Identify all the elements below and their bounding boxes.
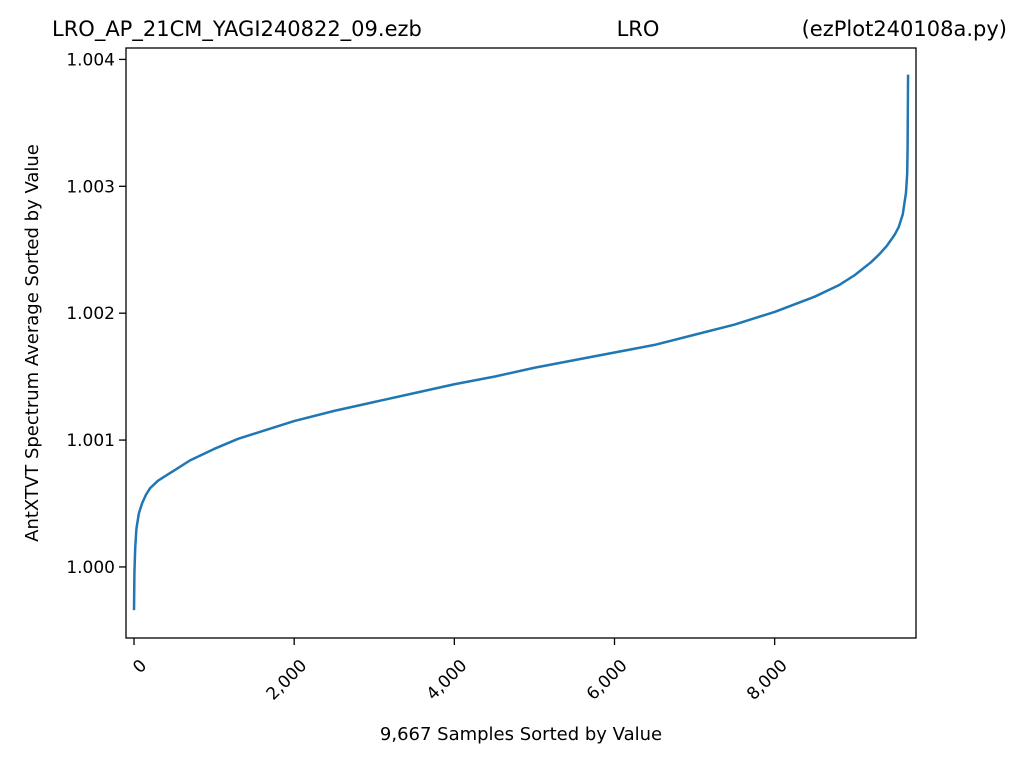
x-tick-label: 2,000	[263, 656, 312, 705]
y-tick-label: 1.002	[66, 304, 115, 324]
x-axis-ticks: 0 2,000 4,000 6,000 8,000	[129, 638, 792, 705]
chart-title-left: LRO_AP_21CM_YAGI240822_09.ezb	[52, 17, 422, 42]
x-tick-label: 6,000	[583, 656, 632, 705]
chart-title-right: (ezPlot240108a.py)	[802, 17, 1007, 41]
y-tick-label: 1.003	[66, 177, 115, 197]
data-series-line	[132, 74, 910, 611]
x-tick-label: 4,000	[423, 656, 472, 705]
x-tick-label: 0	[129, 656, 151, 678]
plot-frame	[125, 47, 917, 639]
chart-title-center: LRO	[617, 17, 660, 41]
y-tick-label: 1.001	[66, 431, 115, 451]
y-tick-label: 1.000	[66, 558, 115, 578]
y-axis-ticks: 1.000 1.001 1.002 1.003 1.004	[66, 50, 126, 578]
x-axis-label: 9,667 Samples Sorted by Value	[380, 724, 662, 745]
y-axis-label: AntXTVT Spectrum Average Sorted by Value	[22, 144, 43, 542]
y-tick-label: 1.004	[66, 50, 115, 70]
plot-area	[126, 48, 916, 638]
x-tick-label: 8,000	[743, 656, 792, 705]
